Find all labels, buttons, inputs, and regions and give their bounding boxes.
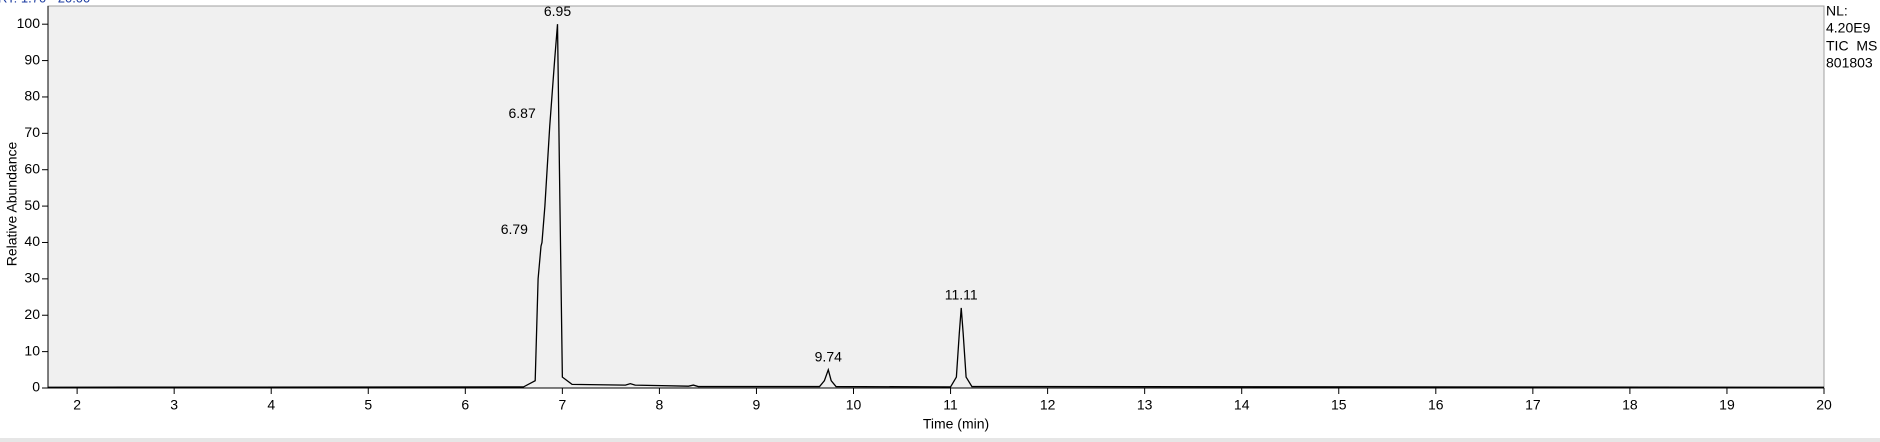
y-tick-label: 50: [24, 197, 40, 213]
peak-label: 6.79: [501, 221, 528, 237]
peak-label: 11.11: [945, 287, 978, 303]
info-line: 801803: [1826, 55, 1873, 71]
peak-label: 6.87: [508, 105, 535, 121]
trace: [47, 24, 1825, 388]
y-tick-label: 30: [24, 270, 40, 286]
info-line: NL:: [1826, 3, 1848, 19]
x-tick-label: 17: [1525, 397, 1541, 413]
x-tick-label: 8: [656, 397, 664, 413]
y-tick-label: 100: [17, 15, 41, 31]
y-tick-label: 10: [24, 342, 40, 358]
x-tick-label: 12: [1040, 397, 1056, 413]
y-tick-label: 90: [24, 51, 40, 67]
x-tick-label: 19: [1719, 397, 1735, 413]
y-tick-label: 40: [24, 233, 40, 249]
peak-label: 6.95: [544, 3, 571, 19]
x-tick-label: 18: [1622, 397, 1638, 413]
x-tick-label: 3: [170, 397, 178, 413]
y-axis-label: Relative Abundance: [4, 142, 20, 267]
x-tick-label: 15: [1331, 397, 1347, 413]
status-strip: [0, 438, 1880, 442]
info-line: 4.20E9: [1826, 20, 1871, 36]
x-tick-label: 2: [73, 397, 81, 413]
x-tick-label: 4: [267, 397, 275, 413]
x-tick-label: 10: [846, 397, 862, 413]
x-tick-label: 11: [943, 397, 958, 413]
x-axis-label: Time (min): [923, 416, 989, 432]
plot-area: [47, 5, 1825, 389]
y-tick-label: 0: [32, 379, 40, 395]
y-tick-label: 20: [24, 306, 40, 322]
x-tick-label: 13: [1137, 397, 1153, 413]
chart-title: RT: 1.70 - 20.00: [0, 0, 90, 5]
x-tick-label: 7: [558, 397, 566, 413]
y-tick-label: 70: [24, 124, 40, 140]
info-line: TIC MS: [1826, 38, 1877, 54]
x-tick-label: 6: [461, 397, 469, 413]
y-tick-label: 60: [24, 160, 40, 176]
x-tick-label: 14: [1234, 397, 1250, 413]
x-tick-label: 16: [1428, 397, 1444, 413]
y-tick-label: 80: [24, 88, 40, 104]
peak-label: 9.74: [815, 349, 842, 365]
x-tick-label: 9: [753, 397, 761, 413]
x-tick-label: 20: [1816, 397, 1832, 413]
x-tick-label: 5: [364, 397, 372, 413]
